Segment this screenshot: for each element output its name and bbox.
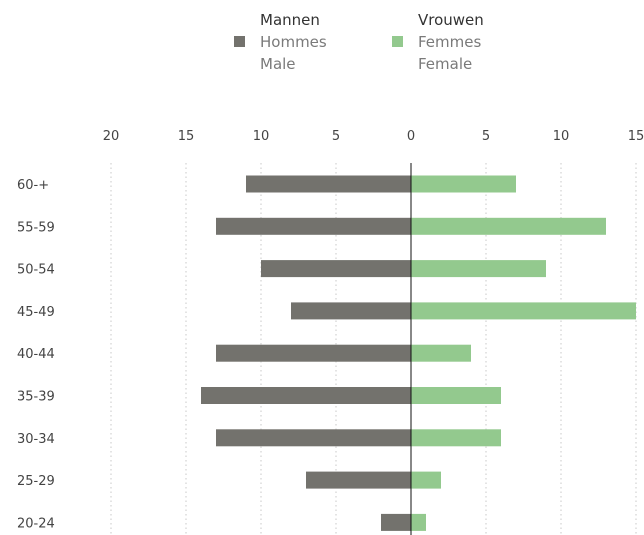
bar-male-25-29: [306, 471, 411, 489]
bar-female-50-54: [411, 260, 546, 278]
bar-male-50-54: [261, 260, 411, 278]
bar-male-35-39: [201, 387, 411, 404]
x-tick-label-right-5: 5: [482, 129, 490, 144]
legend-male-title: Mannen: [260, 11, 320, 29]
legend-female-swatch: [392, 36, 403, 47]
x-tick-label-left-20: 20: [103, 129, 120, 144]
y-category-label: 50-54: [17, 263, 55, 278]
bar-female-55-59: [411, 217, 606, 235]
y-category-label: 20-24: [17, 516, 55, 531]
bar-female-25-29: [411, 471, 441, 489]
x-tick-label-left-15: 15: [178, 129, 195, 144]
bar-male-55-59: [216, 217, 411, 235]
legend-female: Vrouwen Femmes Female: [392, 11, 484, 73]
y-category-label: 35-39: [17, 390, 55, 405]
bar-male-60-+: [246, 175, 411, 193]
bars: [201, 175, 636, 531]
y-category-label: 25-29: [17, 474, 55, 489]
legend: Mannen Hommes Male Vrouwen Femmes Female: [234, 11, 484, 73]
y-category-label: 55-59: [17, 220, 55, 235]
bar-female-30-34: [411, 429, 501, 447]
bar-female-60-+: [411, 175, 516, 193]
x-tick-label-left-0: 0: [407, 129, 415, 144]
bar-male-20-24: [381, 513, 411, 531]
bar-male-30-34: [216, 429, 411, 447]
bar-female-45-49: [411, 302, 636, 320]
legend-female-en: Female: [418, 55, 472, 73]
x-tick-label-right-10: 10: [553, 129, 570, 144]
x-axis-ticks: 20 15 10 5 0 5 10 15: [103, 129, 644, 144]
legend-female-title: Vrouwen: [418, 11, 484, 29]
x-tick-label-left-10: 10: [253, 129, 270, 144]
legend-female-fr: Femmes: [418, 33, 481, 51]
bar-female-35-39: [411, 387, 501, 404]
x-tick-label-left-5: 5: [332, 129, 340, 144]
y-category-label: 60-+: [17, 178, 49, 193]
bar-female-40-44: [411, 344, 471, 362]
legend-male: Mannen Hommes Male: [234, 11, 327, 73]
y-axis-categories: 60-+ 55-59 50-54 45-49 40-44 35-39 30-34 25-29 2…: [17, 178, 55, 531]
bar-male-45-49: [291, 302, 411, 320]
bar-female-20-24: [411, 513, 426, 531]
y-category-label: 40-44: [17, 347, 55, 362]
bar-male-40-44: [216, 344, 411, 362]
legend-male-swatch: [234, 36, 245, 47]
y-category-label: 30-34: [17, 432, 55, 447]
legend-male-fr: Hommes: [260, 33, 327, 51]
y-category-label: 45-49: [17, 305, 55, 320]
x-tick-label-right-15: 15: [628, 129, 644, 144]
legend-male-en: Male: [260, 55, 296, 73]
